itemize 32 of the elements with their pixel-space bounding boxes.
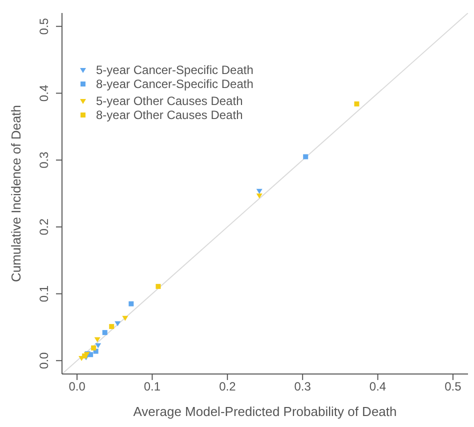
x-tick-label: 0.2 [219,380,236,394]
x-tick-label: 0.3 [294,380,312,394]
point [156,284,161,289]
point [88,352,94,358]
point [354,101,360,106]
point [114,321,121,326]
y-tick-label: 0.2 [37,218,51,236]
x-tick-label: 0.0 [68,380,86,394]
point [109,324,114,330]
x-tick-label: 0.5 [444,380,462,394]
point [122,316,128,321]
legend-label: 8-year Other Causes Death [96,108,243,122]
point [256,194,262,199]
legend-label: 8-year Cancer-Specific Death [96,77,254,91]
point [94,337,100,342]
point [102,330,108,336]
x-tick-label: 0.4 [369,380,386,394]
y-tick-label: 0.5 [37,18,51,35]
y-tick-label: 0.1 [37,285,51,302]
point [95,343,102,348]
x-axis-title: Average Model-Predicted Probability of Death [133,404,397,419]
point [128,301,134,306]
legend-label: 5-year Other Causes Death [96,94,243,108]
y-tick-label: 0.0 [37,352,51,369]
y-tick-label: 0.4 [37,84,51,102]
point [91,345,96,350]
y-tick-label: 0.3 [37,151,51,168]
point [256,188,262,194]
legend-label: 5-year Cancer-Specific Death [96,63,254,77]
y-axis-title: Cumulative Incidence of Death [8,104,24,282]
point [303,154,308,160]
x-tick-label: 0.1 [144,380,161,394]
